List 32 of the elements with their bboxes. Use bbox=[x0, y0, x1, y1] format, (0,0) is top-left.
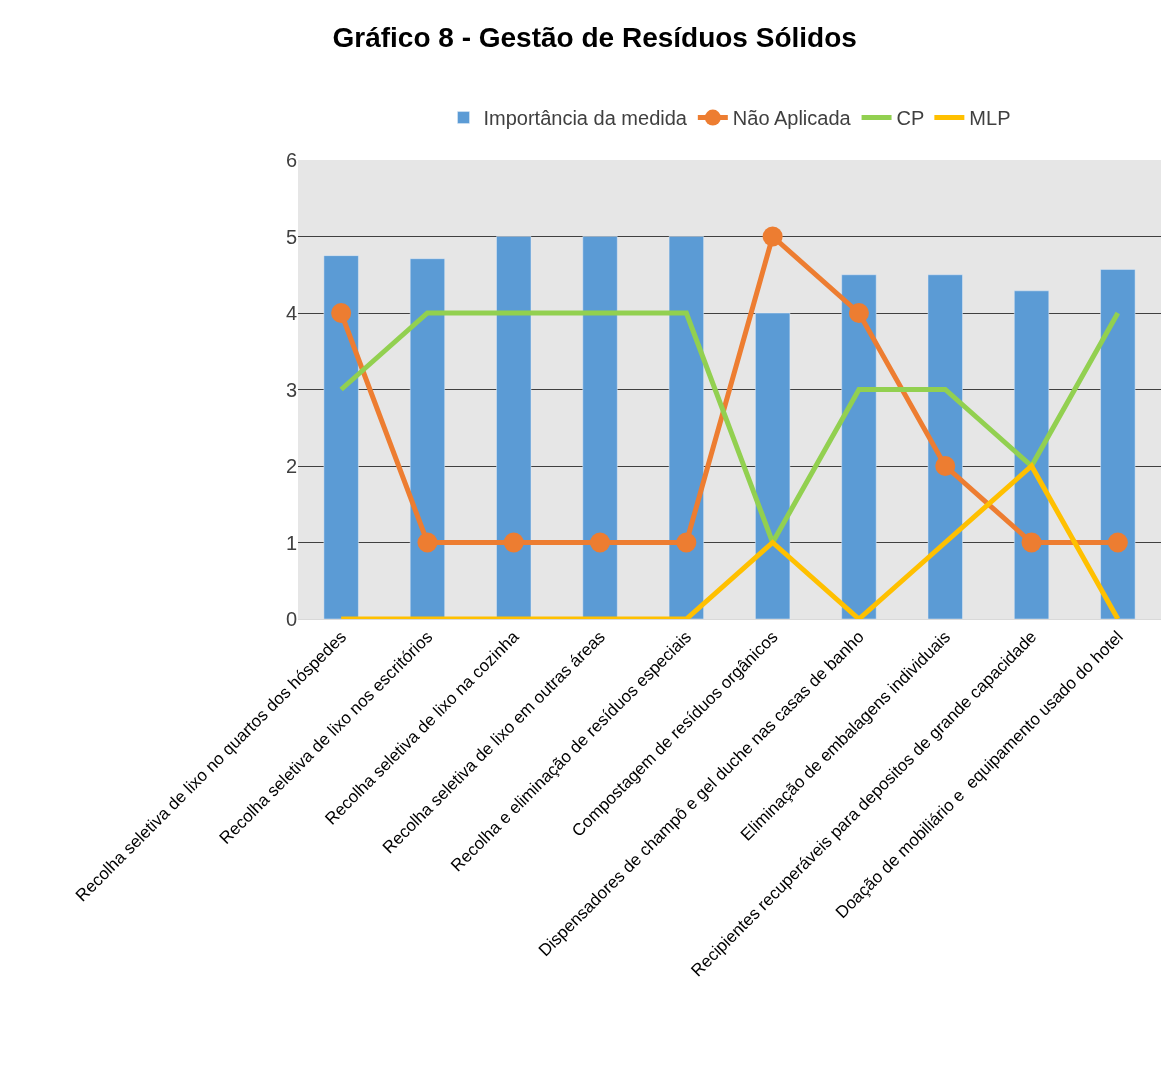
y-tick-label: 5 bbox=[285, 225, 297, 248]
legend-label: Importância da medida bbox=[483, 107, 688, 130]
y-tick-label: 3 bbox=[285, 378, 297, 401]
bar bbox=[755, 312, 791, 619]
bar bbox=[409, 258, 445, 619]
point bbox=[935, 456, 956, 476]
point bbox=[331, 303, 352, 323]
bar bbox=[582, 236, 618, 619]
point bbox=[503, 532, 524, 553]
bar bbox=[927, 274, 963, 619]
legend-label: MLP bbox=[969, 107, 1011, 130]
point bbox=[1021, 532, 1042, 553]
bar bbox=[323, 255, 359, 619]
chart-title: Gráfico 8 - Gestão de Resíduos Sólidos bbox=[332, 21, 857, 53]
bar bbox=[668, 236, 704, 619]
point bbox=[1107, 532, 1128, 553]
y-tick-label: 6 bbox=[285, 149, 297, 171]
point bbox=[762, 226, 783, 247]
point bbox=[590, 532, 611, 553]
bar bbox=[841, 274, 877, 619]
legend-label: CP bbox=[896, 107, 925, 130]
y-tick-label: 1 bbox=[285, 531, 297, 554]
point bbox=[417, 532, 438, 553]
y-tick-label: 4 bbox=[285, 302, 297, 324]
point bbox=[676, 532, 697, 553]
bar bbox=[1014, 290, 1050, 619]
y-tick-label: 2 bbox=[285, 455, 297, 477]
point bbox=[848, 303, 869, 323]
bar bbox=[1100, 269, 1136, 619]
bar bbox=[496, 236, 532, 619]
y-tick-label: 0 bbox=[285, 608, 297, 630]
legend-label: Não Aplicada bbox=[732, 107, 852, 130]
